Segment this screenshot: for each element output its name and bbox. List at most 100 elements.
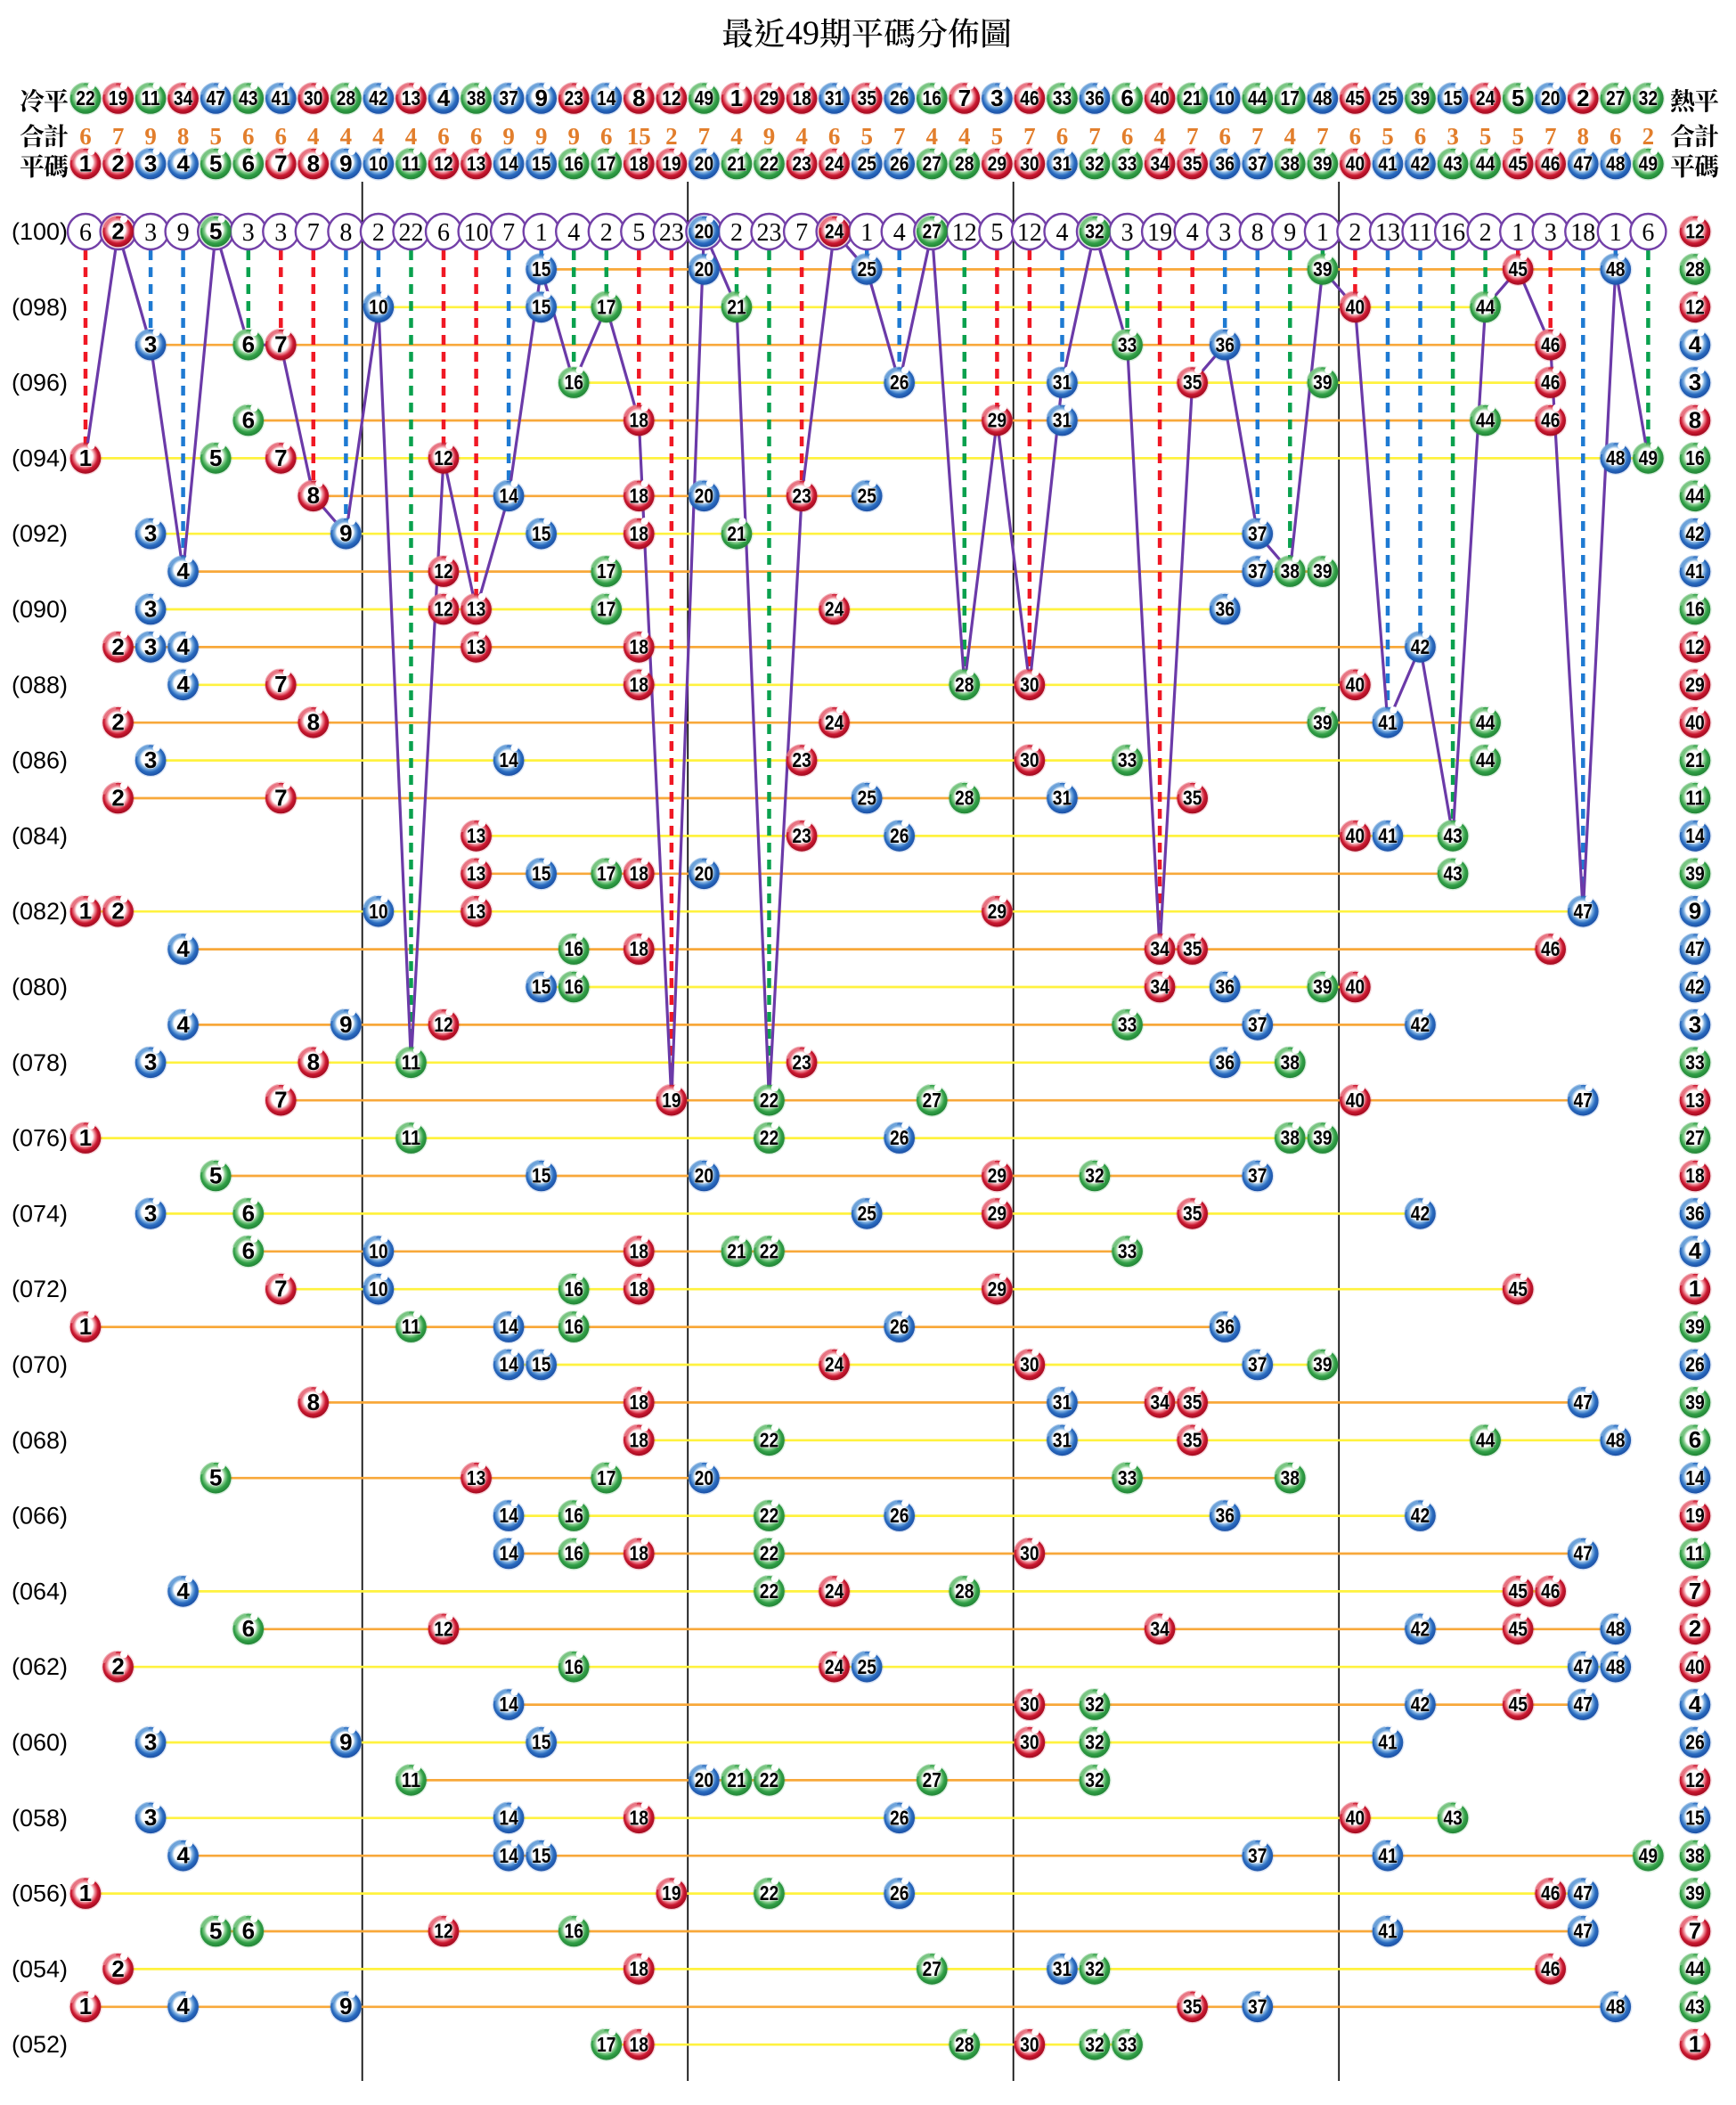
svg-text:5: 5	[632, 219, 645, 247]
svg-text:18: 18	[630, 1239, 649, 1262]
svg-text:22: 22	[760, 1542, 779, 1565]
svg-text:4: 4	[1186, 219, 1199, 247]
svg-text:3: 3	[144, 633, 157, 660]
svg-text:2: 2	[111, 1653, 124, 1680]
svg-text:(098): (098)	[12, 294, 68, 321]
svg-text:42: 42	[1685, 522, 1705, 545]
svg-text:42: 42	[1685, 975, 1705, 999]
svg-text:16: 16	[564, 1315, 583, 1338]
svg-text:9: 9	[1689, 898, 1701, 925]
svg-text:12: 12	[434, 559, 453, 583]
svg-text:21: 21	[727, 295, 746, 318]
svg-text:10: 10	[369, 295, 388, 318]
svg-text:(084): (084)	[12, 822, 68, 849]
svg-text:5: 5	[209, 1162, 222, 1188]
svg-text:8: 8	[307, 482, 320, 509]
svg-text:31: 31	[1053, 409, 1072, 432]
svg-text:5: 5	[991, 123, 1004, 150]
svg-text:14: 14	[499, 1542, 518, 1565]
svg-text:7: 7	[274, 1087, 287, 1114]
svg-text:14: 14	[597, 86, 616, 110]
svg-text:22: 22	[760, 1428, 779, 1451]
svg-text:1: 1	[79, 445, 92, 471]
svg-text:4: 4	[372, 123, 385, 150]
svg-text:12: 12	[1685, 635, 1705, 658]
svg-text:30: 30	[1020, 1731, 1039, 1754]
svg-text:17: 17	[597, 598, 616, 621]
svg-text:17: 17	[597, 2033, 616, 2056]
svg-text:18: 18	[630, 484, 649, 507]
svg-text:32: 32	[1085, 152, 1104, 175]
svg-text:27: 27	[923, 1768, 942, 1791]
svg-text:35: 35	[1183, 1995, 1202, 2018]
svg-text:6: 6	[1121, 123, 1134, 150]
svg-text:33: 33	[1118, 152, 1137, 175]
svg-text:9: 9	[339, 150, 352, 176]
svg-text:37: 37	[1248, 1995, 1267, 2018]
svg-text:30: 30	[1020, 1693, 1039, 1716]
svg-text:44: 44	[1248, 86, 1267, 110]
svg-text:12: 12	[1685, 1768, 1705, 1791]
svg-text:44: 44	[1476, 295, 1496, 318]
svg-text:31: 31	[1053, 787, 1072, 810]
svg-text:4: 4	[176, 1578, 190, 1604]
svg-text:47: 47	[1574, 1920, 1593, 1943]
svg-text:18: 18	[792, 86, 811, 110]
svg-text:18: 18	[630, 1957, 649, 1980]
svg-text:38: 38	[1685, 1844, 1705, 1867]
svg-text:(058): (058)	[12, 1805, 68, 1832]
svg-text:45: 45	[1508, 1277, 1528, 1301]
svg-text:31: 31	[825, 86, 844, 110]
svg-text:6: 6	[242, 1917, 255, 1944]
svg-text:3: 3	[1544, 219, 1557, 247]
svg-text:7: 7	[1088, 123, 1101, 150]
svg-text:6: 6	[437, 123, 450, 150]
svg-text:14: 14	[499, 1806, 518, 1829]
svg-text:26: 26	[890, 1504, 909, 1527]
svg-text:5: 5	[1381, 123, 1394, 150]
svg-text:12: 12	[952, 219, 977, 247]
svg-text:7: 7	[274, 1276, 287, 1302]
svg-text:37: 37	[1248, 152, 1267, 175]
svg-text:2: 2	[665, 123, 678, 150]
svg-text:37: 37	[1248, 1013, 1267, 1036]
svg-text:(092): (092)	[12, 520, 68, 547]
svg-text:39: 39	[1313, 152, 1333, 175]
svg-text:41: 41	[1378, 1731, 1398, 1754]
svg-text:3: 3	[144, 1200, 157, 1227]
svg-text:5: 5	[209, 1917, 222, 1944]
svg-text:39: 39	[1313, 975, 1333, 999]
svg-text:9: 9	[535, 123, 548, 150]
svg-text:11: 11	[402, 1768, 421, 1791]
svg-text:18: 18	[630, 152, 649, 175]
svg-text:2: 2	[111, 633, 124, 660]
svg-text:17: 17	[597, 1466, 616, 1489]
svg-text:7: 7	[274, 331, 287, 358]
svg-text:17: 17	[1281, 86, 1300, 110]
svg-text:2: 2	[372, 219, 385, 247]
svg-text:3: 3	[274, 219, 287, 247]
svg-text:46: 46	[1541, 1881, 1561, 1905]
svg-text:38: 38	[467, 86, 486, 110]
svg-text:6: 6	[1642, 219, 1654, 247]
svg-text:16: 16	[564, 975, 583, 999]
svg-text:26: 26	[890, 152, 909, 175]
svg-text:41: 41	[1378, 824, 1398, 847]
svg-text:38: 38	[1281, 1126, 1300, 1149]
svg-text:47: 47	[1574, 1542, 1593, 1565]
svg-text:4: 4	[1689, 331, 1702, 358]
svg-text:13: 13	[467, 1466, 486, 1489]
svg-text:14: 14	[1685, 824, 1705, 847]
svg-text:41: 41	[1378, 1844, 1398, 1867]
svg-text:27: 27	[923, 220, 942, 243]
svg-text:30: 30	[1020, 1542, 1039, 1565]
svg-text:10: 10	[1215, 86, 1235, 110]
svg-text:9: 9	[763, 123, 776, 150]
svg-text:9: 9	[339, 1728, 352, 1755]
svg-text:(094): (094)	[12, 445, 68, 471]
svg-text:4: 4	[795, 123, 808, 150]
svg-text:45: 45	[1508, 257, 1528, 281]
svg-text:6: 6	[242, 123, 255, 150]
svg-text:39: 39	[1411, 86, 1430, 110]
svg-text:13: 13	[467, 824, 486, 847]
